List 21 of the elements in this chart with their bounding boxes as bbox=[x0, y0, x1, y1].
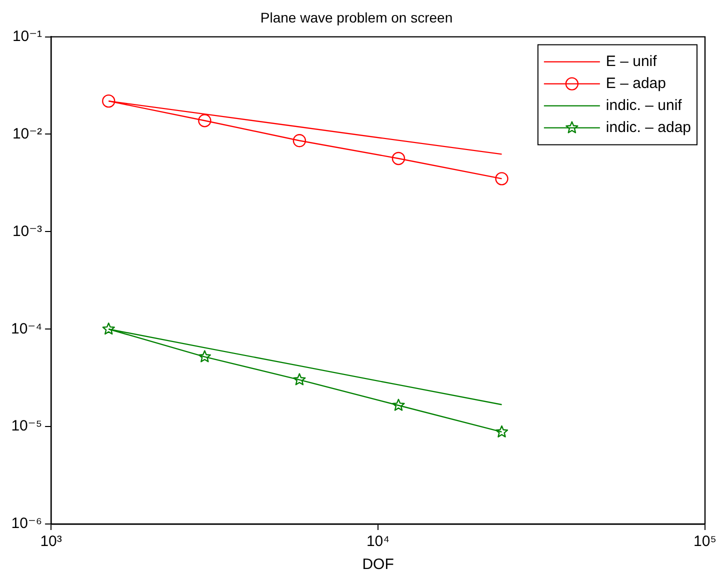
y-tick-label: 10⁻⁶ bbox=[11, 515, 42, 532]
y-tick-label: 10⁻² bbox=[12, 125, 42, 142]
point bbox=[392, 398, 405, 411]
legend-label: E – adap bbox=[606, 74, 666, 92]
y-tick-label: 10⁻³ bbox=[12, 222, 42, 240]
point bbox=[102, 322, 115, 335]
legend-label: indic. – adap bbox=[606, 118, 692, 136]
x-tick-label: 10³ bbox=[40, 533, 62, 550]
y-tick-label: 10⁻⁴ bbox=[10, 320, 42, 338]
legend-label: E – unif bbox=[606, 52, 658, 70]
y-tick-label: 10⁻¹ bbox=[12, 28, 42, 45]
x-axis-title: DOF bbox=[362, 556, 394, 574]
x-tick-label: 10⁵ bbox=[694, 533, 716, 550]
legend-label: indic. – unif bbox=[606, 96, 683, 114]
point bbox=[198, 114, 212, 128]
point bbox=[102, 94, 116, 108]
y-tick-label: 10⁻⁵ bbox=[11, 418, 42, 435]
x-tick-label: 10⁴ bbox=[366, 533, 390, 550]
point bbox=[392, 152, 406, 166]
point bbox=[198, 350, 211, 362]
chart-title: Plane wave problem on screen bbox=[260, 9, 453, 26]
